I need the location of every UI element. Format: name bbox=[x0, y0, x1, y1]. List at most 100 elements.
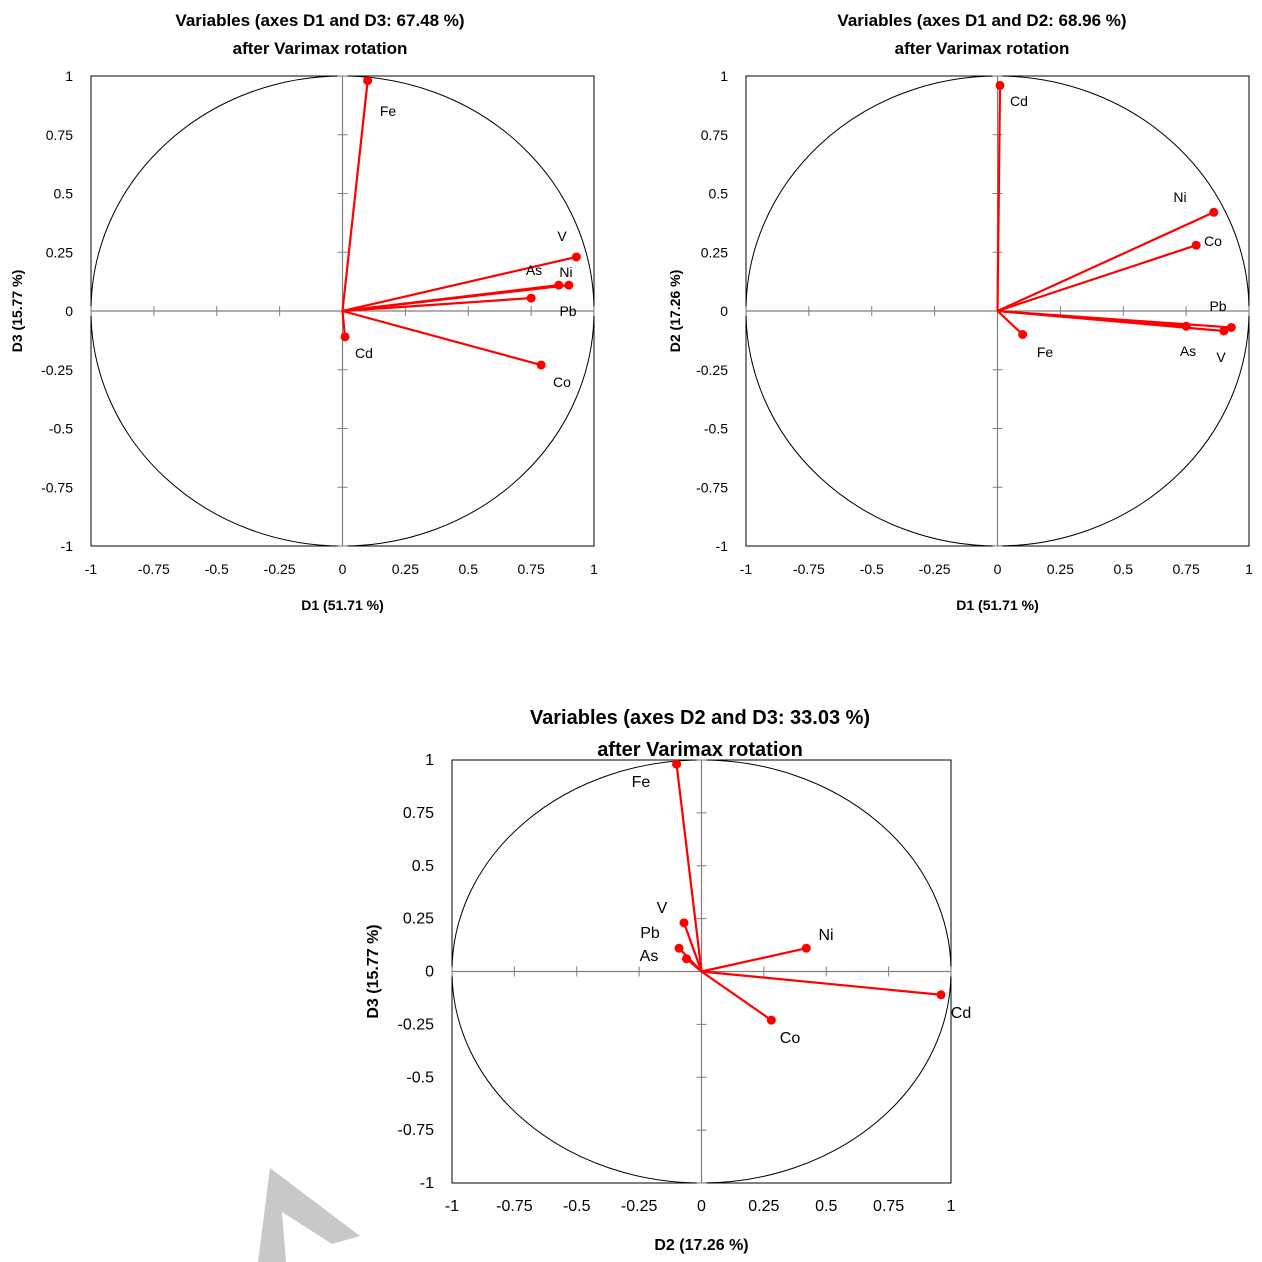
chart1-point-pb bbox=[526, 293, 536, 303]
chart1-y-tick-label: 1 bbox=[65, 68, 73, 84]
chart1-title: Variables (axes D1 and D3: 67.48 %) bbox=[175, 11, 464, 30]
chart3-vector-fe bbox=[675, 764, 703, 972]
chart3-y-tick-label: -0.25 bbox=[398, 1016, 435, 1033]
chart1-label-v: V bbox=[557, 228, 567, 244]
chart1-x-tick-label: 1 bbox=[590, 561, 598, 577]
chart1-point-cd bbox=[340, 332, 350, 342]
chart3-x-tick-label: 0.5 bbox=[815, 1198, 837, 1215]
chart1-y-tick-label: 0.5 bbox=[54, 186, 74, 202]
chart2-vector-v bbox=[997, 309, 1224, 333]
chart3-point-pb bbox=[674, 943, 684, 953]
chart3-y-tick-label: 0.75 bbox=[403, 805, 434, 822]
chart1-subtitle: after Varimax rotation bbox=[233, 39, 408, 58]
chart3-subtitle: after Varimax rotation bbox=[597, 739, 803, 761]
chart3-x-tick-label: 0 bbox=[697, 1198, 706, 1215]
chart1-label-ni: Ni bbox=[559, 264, 572, 280]
chart2-y-axis-title: D2 (17.26 %) bbox=[667, 270, 683, 352]
chart3-x-tick-label: 0.25 bbox=[748, 1198, 779, 1215]
chart2-x-tick-label: -0.75 bbox=[793, 561, 825, 577]
chart3-y-axis-title: D3 (15.77 %) bbox=[365, 924, 382, 1018]
chart1-point-co bbox=[536, 360, 546, 370]
chart3-label-fe: Fe bbox=[632, 774, 651, 791]
chart3-y-tick-label: -0.5 bbox=[406, 1069, 434, 1086]
chart3-vector-cd bbox=[701, 970, 942, 996]
chart1-vector-fe bbox=[341, 80, 369, 312]
chart2-title: Variables (axes D1 and D2: 68.96 %) bbox=[837, 11, 1126, 30]
chart1-x-tick-label: -0.25 bbox=[264, 561, 296, 577]
chart2-x-tick-label: -0.25 bbox=[919, 561, 951, 577]
chart1-label-pb: Pb bbox=[559, 303, 576, 319]
chart2-x-tick-label: 0.75 bbox=[1173, 561, 1200, 577]
chart2-x-tick-label: -0.5 bbox=[860, 561, 884, 577]
chart2-label-co: Co bbox=[1204, 233, 1222, 249]
chart1-vector-co bbox=[342, 309, 542, 367]
chart2-y-tick-label: 0.25 bbox=[701, 244, 728, 260]
chart2-y-tick-label: -0.25 bbox=[696, 362, 728, 378]
chart3-point-as bbox=[682, 954, 692, 964]
chart2-point-co bbox=[1191, 240, 1201, 250]
chart1-y-axis-title: D3 (15.77 %) bbox=[9, 270, 25, 352]
chart3-label-ni: Ni bbox=[818, 927, 833, 944]
chart3-vector-ni bbox=[701, 947, 807, 973]
chart3-point-co bbox=[766, 1015, 776, 1025]
chart3-y-tick-label: 0 bbox=[425, 964, 434, 981]
chart3-label-cd: Cd bbox=[951, 1005, 971, 1022]
chart2-y-tick-label: 1 bbox=[720, 68, 728, 84]
chart2-point-pb bbox=[1226, 322, 1236, 332]
chart3-y-tick-label: 0.5 bbox=[412, 858, 434, 875]
chart1-x-tick-label: 0 bbox=[339, 561, 347, 577]
chart2-vector-ni bbox=[997, 211, 1215, 313]
chart3-y-tick-label: 1 bbox=[425, 752, 434, 769]
chart3-label-co: Co bbox=[780, 1030, 801, 1047]
chart1-vector-pb bbox=[342, 296, 532, 313]
chart3-point-cd bbox=[936, 990, 946, 1000]
chart2-label-v: V bbox=[1216, 349, 1226, 365]
chart2-y-tick-label: 0.5 bbox=[709, 186, 729, 202]
chart1-x-tick-label: 0.5 bbox=[459, 561, 479, 577]
chart2-label-cd: Cd bbox=[1010, 93, 1028, 109]
chart2-label-as: As bbox=[1180, 343, 1196, 359]
chart1-x-tick-label: -0.75 bbox=[138, 561, 170, 577]
chart3-title: Variables (axes D2 and D3: 33.03 %) bbox=[530, 707, 870, 729]
chart3-y-tick-label: 0.25 bbox=[403, 911, 434, 928]
chart3-x-tick-label: -0.5 bbox=[563, 1198, 591, 1215]
chart1-point-ni bbox=[564, 280, 574, 290]
chart2-label-pb: Pb bbox=[1209, 298, 1226, 314]
chart3-x-tick-label: 1 bbox=[947, 1198, 956, 1215]
chart1-x-tick-label: 0.75 bbox=[518, 561, 545, 577]
chart3-x-tick-label: -1 bbox=[445, 1198, 459, 1215]
chart1-point-fe bbox=[363, 76, 373, 86]
chart1-y-tick-label: -1 bbox=[61, 538, 74, 554]
chart2-vector-cd bbox=[996, 85, 1002, 312]
chart2-point-cd bbox=[995, 80, 1005, 90]
chart1-x-axis-title: D1 (51.71 %) bbox=[301, 597, 383, 613]
chart3-x-tick-label: -0.75 bbox=[496, 1198, 533, 1215]
chart1-y-tick-label: 0 bbox=[65, 303, 73, 319]
chart3-vector-co bbox=[700, 970, 772, 1022]
chart3-label-v: V bbox=[657, 900, 668, 917]
chart2-label-fe: Fe bbox=[1037, 344, 1054, 360]
chart1-y-tick-label: 0.75 bbox=[46, 127, 73, 143]
chart1-label-cd: Cd bbox=[355, 345, 373, 361]
chart2-x-tick-label: 0.5 bbox=[1114, 561, 1134, 577]
chart3-label-pb: Pb bbox=[640, 925, 660, 942]
chart1-label-fe: Fe bbox=[380, 103, 397, 119]
chart2-label-ni: Ni bbox=[1173, 189, 1186, 205]
chart2-y-tick-label: -1 bbox=[716, 538, 729, 554]
chart3-point-v bbox=[679, 918, 689, 928]
chart2-x-tick-label: -1 bbox=[740, 561, 753, 577]
chart1-x-tick-label: -1 bbox=[85, 561, 98, 577]
grey-arrow-watermark bbox=[258, 1168, 360, 1262]
chart3-y-tick-label: -1 bbox=[420, 1175, 434, 1192]
chart2-subtitle: after Varimax rotation bbox=[895, 39, 1070, 58]
chart3-x-tick-label: -0.25 bbox=[621, 1198, 658, 1215]
chart1-vector-v bbox=[342, 255, 577, 313]
chart1-label-co: Co bbox=[553, 374, 571, 390]
chart2-vector-fe bbox=[996, 310, 1024, 336]
chart1-point-v bbox=[571, 252, 581, 262]
chart3-label-as: As bbox=[640, 948, 659, 965]
chart1-x-tick-label: 0.25 bbox=[392, 561, 419, 577]
chart3-vector-v bbox=[682, 922, 703, 972]
chart2-x-tick-label: 0.25 bbox=[1047, 561, 1074, 577]
